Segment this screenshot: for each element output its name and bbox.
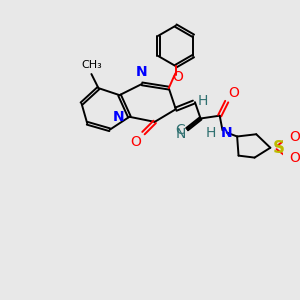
Text: O: O (290, 152, 300, 165)
Text: H: H (206, 126, 216, 140)
Text: N: N (221, 126, 233, 140)
Text: O: O (172, 70, 183, 84)
Text: N: N (136, 65, 148, 79)
Text: O: O (130, 135, 141, 149)
Text: CH₃: CH₃ (81, 60, 102, 70)
Text: H: H (197, 94, 208, 108)
Text: O: O (228, 86, 239, 100)
Text: C: C (175, 123, 185, 137)
Text: S: S (273, 139, 285, 157)
Text: N: N (176, 127, 186, 141)
Text: O: O (290, 130, 300, 144)
Text: N: N (113, 110, 124, 124)
